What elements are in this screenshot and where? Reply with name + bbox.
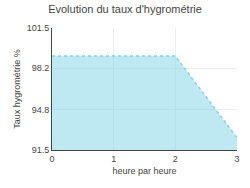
svg-text:98.2: 98.2 xyxy=(32,63,50,73)
svg-text:94.8: 94.8 xyxy=(32,105,50,115)
svg-text:heure par heure: heure par heure xyxy=(112,166,176,176)
svg-text:91.5: 91.5 xyxy=(32,145,50,155)
svg-text:1: 1 xyxy=(111,154,116,164)
svg-text:2: 2 xyxy=(173,154,178,164)
svg-text:0: 0 xyxy=(49,154,54,164)
svg-text:Taux hygrométrie %: Taux hygrométrie % xyxy=(12,49,22,129)
svg-text:101.5: 101.5 xyxy=(27,23,50,33)
svg-text:Evolution du taux d'hygrométri: Evolution du taux d'hygrométrie xyxy=(48,3,202,15)
svg-text:3: 3 xyxy=(234,154,239,164)
